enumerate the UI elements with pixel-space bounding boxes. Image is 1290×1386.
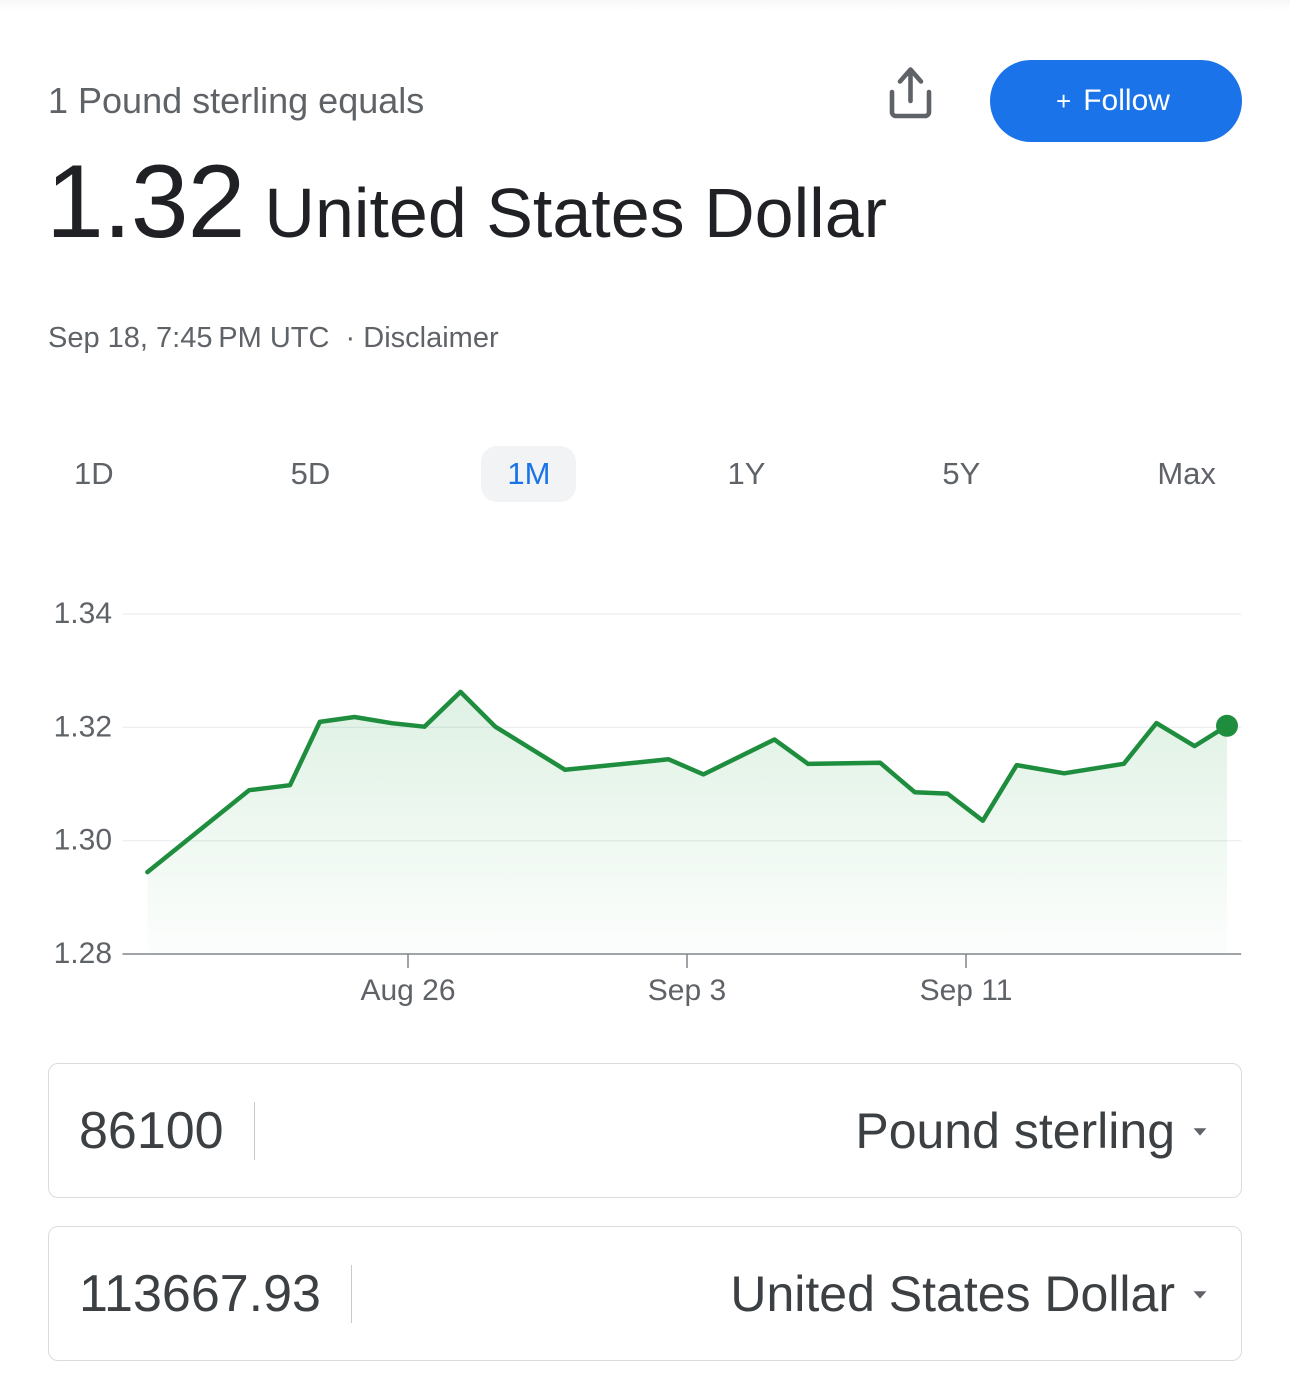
svg-text:1.34: 1.34 xyxy=(54,597,112,630)
svg-text:1.28: 1.28 xyxy=(54,937,112,970)
svg-text:Sep 11: Sep 11 xyxy=(920,974,1013,1007)
svg-text:1.30: 1.30 xyxy=(54,824,112,857)
svg-text:Aug 26: Aug 26 xyxy=(360,974,455,1007)
svg-text:1.32: 1.32 xyxy=(54,710,112,743)
svg-text:Sep 3: Sep 3 xyxy=(648,974,726,1007)
